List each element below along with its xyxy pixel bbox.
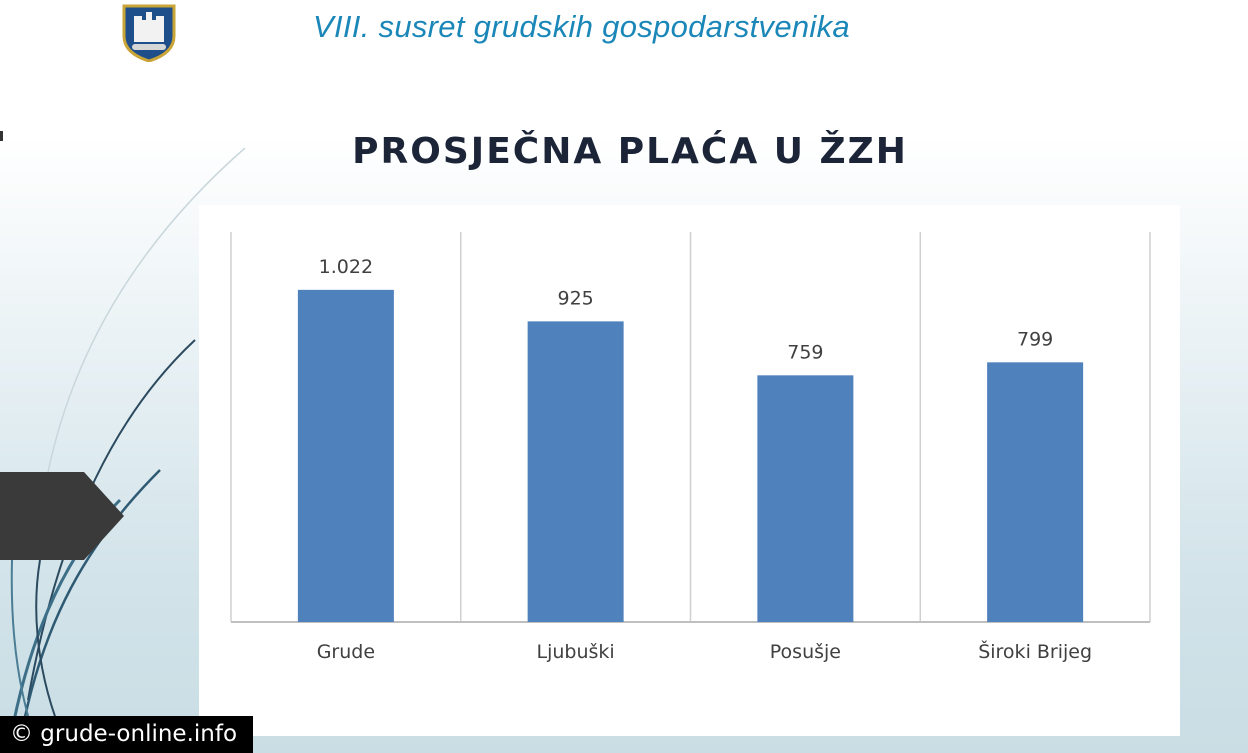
chart-panel: 1.022 Grude 925 Ljubuški 759 Posušje 799 Široki… — [199, 205, 1180, 736]
bar-ljubuški — [527, 321, 624, 622]
data-label: 1.022 — [319, 256, 373, 278]
bar-široki-brijeg — [987, 362, 1084, 622]
x-tick-label: Ljubuški — [537, 641, 615, 663]
data-label: 759 — [787, 341, 823, 363]
x-tick-label: Široki Brijeg — [978, 639, 1092, 663]
slide-edge-marker — [0, 131, 3, 141]
slide-arrow-shape — [0, 472, 124, 560]
data-label: 925 — [557, 287, 593, 309]
bar-grude — [297, 289, 394, 622]
watermark: © grude-online.info — [0, 716, 253, 753]
bar-chart: 1.022 Grude 925 Ljubuški 759 Posušje 799 Široki… — [230, 232, 1151, 663]
x-tick-label: Posušje — [770, 641, 841, 663]
slide-title: PROSJEČNA PLAĆA U ŽZH — [352, 131, 908, 172]
x-tick-label: Grude — [317, 641, 375, 663]
municipality-coat-of-arms-logo — [122, 4, 176, 62]
event-header-title: VIII. susret grudskih gospodarstvenika — [313, 9, 850, 44]
data-label: 799 — [1017, 328, 1053, 350]
bar-posušje — [757, 375, 854, 622]
